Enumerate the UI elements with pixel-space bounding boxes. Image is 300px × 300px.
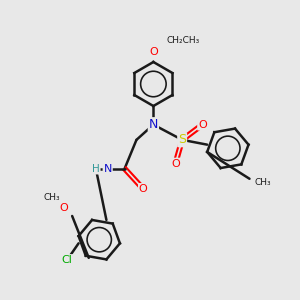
Text: N: N — [149, 118, 158, 131]
Text: Cl: Cl — [61, 255, 73, 265]
Text: O: O — [198, 120, 207, 130]
Text: O: O — [59, 202, 68, 212]
Text: CH₃: CH₃ — [44, 193, 60, 202]
Text: CH₂CH₃: CH₂CH₃ — [166, 35, 200, 44]
Text: S: S — [178, 133, 186, 146]
Text: CH₃: CH₃ — [255, 178, 272, 187]
Text: O: O — [171, 158, 180, 169]
Text: N: N — [103, 164, 112, 174]
Text: H: H — [92, 164, 100, 174]
Text: O: O — [149, 47, 158, 57]
Text: O: O — [139, 184, 148, 194]
